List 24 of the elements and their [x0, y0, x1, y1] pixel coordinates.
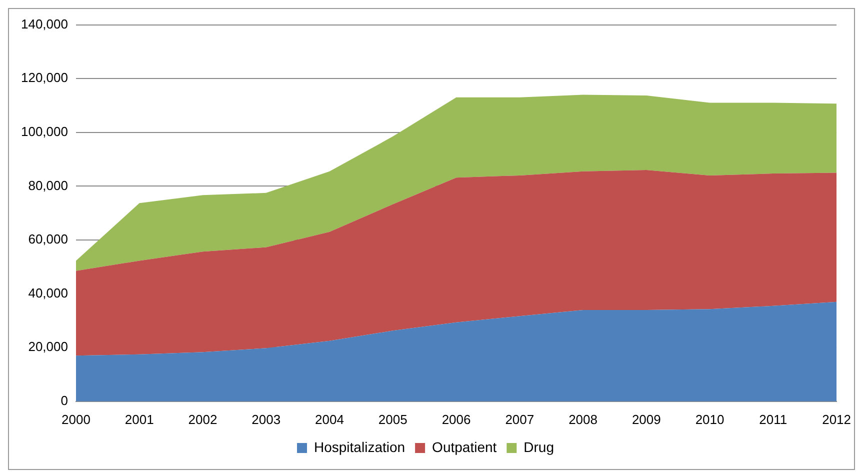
x-tick-label: 2009 — [632, 412, 661, 427]
x-tick-label: 2006 — [442, 412, 471, 427]
x-tick-label: 2004 — [315, 412, 344, 427]
y-tick-label: 60,000 — [28, 232, 68, 247]
x-tick-label: 2000 — [62, 412, 90, 427]
y-tick-label: 0 — [60, 392, 68, 408]
x-tick-label: 2001 — [124, 412, 154, 427]
y-tick-label: 80,000 — [28, 178, 68, 193]
x-tick-label: 2005 — [378, 412, 408, 427]
y-tick-label: 120,000 — [20, 70, 68, 86]
y-tick-label: 140,000 — [20, 16, 68, 32]
legend-label: Hospitalization — [314, 438, 406, 455]
x-tick-label: 2012 — [822, 412, 851, 427]
y-tick-label: 20,000 — [28, 339, 68, 354]
legend-label: Drug — [524, 438, 554, 455]
x-tick-label: 2010 — [695, 412, 724, 427]
x-tick-label: 2002 — [188, 412, 218, 427]
x-tick-label: 2008 — [568, 412, 598, 427]
y-tick-label: 40,000 — [28, 285, 68, 300]
x-tick-label: 2007 — [505, 412, 534, 427]
y-tick-label: 100,000 — [20, 124, 68, 139]
x-tick-label: 2011 — [759, 412, 788, 427]
legend-label: Outpatient — [432, 438, 497, 455]
x-tick-label: 2003 — [252, 412, 281, 427]
